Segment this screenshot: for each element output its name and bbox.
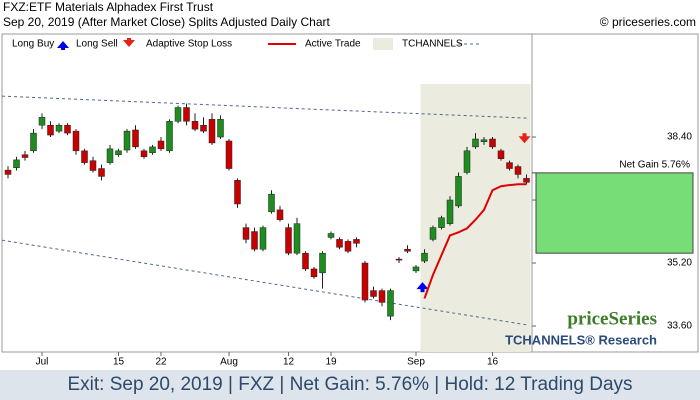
chart-frame: [1, 33, 699, 353]
candle-body: [438, 217, 445, 228]
x-tick-label: 15: [113, 357, 125, 368]
candle-body: [98, 168, 105, 177]
brand: priceSeries: [567, 308, 657, 329]
candle-body: [429, 227, 437, 240]
x-tick-label: 19: [325, 357, 337, 368]
candle-body: [64, 124, 71, 134]
gain-box: [535, 172, 694, 254]
stop-loss-line: [423, 183, 527, 299]
footer: Exit: Sep 20, 2019 | FXZ | Net Gain: 5.7…: [67, 374, 632, 395]
candle-body: [523, 178, 530, 183]
y-tick-label: 38.40: [667, 132, 692, 143]
x-tick-label: 16: [487, 357, 499, 368]
y-tick-label: 33.60: [667, 321, 692, 332]
legend-label: Adaptive Stop Loss: [146, 39, 232, 50]
candle-body: [395, 258, 403, 261]
candle-body: [404, 248, 411, 252]
candle-body: [480, 139, 488, 143]
candle-body: [421, 252, 428, 262]
chart-title: FXZ:ETF Materials Alphadex First Trust: [3, 0, 214, 14]
x-tick-label: 12: [283, 357, 295, 368]
candle-body: [446, 199, 454, 224]
candle-body: [183, 107, 190, 122]
candle-body: [378, 290, 386, 303]
legend-active-icon: [373, 38, 393, 50]
candle-body: [412, 266, 420, 272]
candle-body: [234, 180, 241, 205]
candle-body: [361, 262, 369, 301]
y-tick-label: 35.20: [667, 258, 692, 269]
candle-body: [268, 193, 275, 213]
candle-body: [72, 130, 80, 152]
legend-label: Long Sell: [76, 39, 118, 50]
candle-body: [489, 138, 496, 148]
candle-body: [55, 124, 63, 132]
candle-body: [4, 169, 12, 175]
candle-body: [251, 231, 258, 250]
candle-body: [276, 209, 284, 220]
candle-body: [38, 117, 46, 126]
x-tick-label: Aug: [220, 357, 238, 368]
candle-body: [13, 159, 20, 168]
brand-sub: TCHANNELS® Research: [505, 332, 657, 347]
candle-body: [166, 121, 173, 152]
buy-arrow: [416, 282, 429, 293]
footer-band: [0, 370, 700, 400]
candle-body: [89, 160, 97, 171]
candle-body: [123, 130, 131, 151]
plot: 33.6035.2036.8038.40Jul1522Aug1219Sep16N…: [1, 38, 694, 368]
candle-body: [370, 290, 377, 297]
candle-body: [497, 150, 505, 159]
candle-body: [225, 140, 233, 169]
candle-body: [387, 290, 394, 317]
candle-body: [353, 239, 360, 244]
candle-body: [327, 233, 335, 238]
tchannel-lower: [1, 239, 527, 326]
candle-body: [81, 150, 88, 163]
candle-body: [514, 166, 522, 175]
candle-body: [217, 119, 224, 138]
candle-body: [140, 150, 148, 157]
x-tick-label: Sep: [407, 357, 425, 368]
chart-subtitle: Sep 20, 2019 (After Market Close) Splits…: [3, 15, 330, 29]
active-trade-band: [420, 84, 531, 352]
candle-body: [310, 268, 318, 278]
legend-sell-icon: [123, 38, 135, 47]
candle-body: [344, 241, 352, 252]
candle-body: [285, 227, 292, 254]
candle-body: [106, 148, 114, 163]
candle-body: [47, 124, 54, 136]
candle-body: [319, 252, 326, 274]
candle-body: [259, 227, 267, 250]
candle-body: [463, 150, 471, 173]
candle-body: [115, 150, 122, 156]
candle-body: [174, 107, 182, 122]
candle-body: [149, 146, 156, 154]
candle-body: [455, 176, 462, 207]
x-tick-label: Jul: [36, 357, 49, 368]
legend-label: Active Trade: [305, 39, 361, 50]
legend-label: TCHANNELS: [402, 39, 463, 50]
legend-buy-icon: [57, 41, 69, 50]
candle-body: [336, 239, 343, 248]
sell-arrow: [518, 133, 531, 144]
candle-body: [506, 162, 513, 169]
x-tick-label: 22: [155, 357, 167, 368]
candle-body: [242, 227, 250, 240]
candle-body: [472, 138, 479, 148]
candle-body: [293, 223, 301, 254]
candle-body: [157, 140, 165, 150]
candle-body: [132, 129, 139, 148]
gain-label: Net Gain 5.76%: [619, 160, 690, 171]
candle-body: [208, 119, 216, 144]
copyright: © priceseries.com: [600, 15, 696, 29]
candle-body: [302, 252, 309, 270]
candle-body: [30, 132, 37, 152]
candle-body: [191, 121, 199, 130]
candle-body: [21, 154, 29, 158]
candle-body: [200, 124, 207, 132]
legend-label: Long Buy: [12, 39, 54, 50]
